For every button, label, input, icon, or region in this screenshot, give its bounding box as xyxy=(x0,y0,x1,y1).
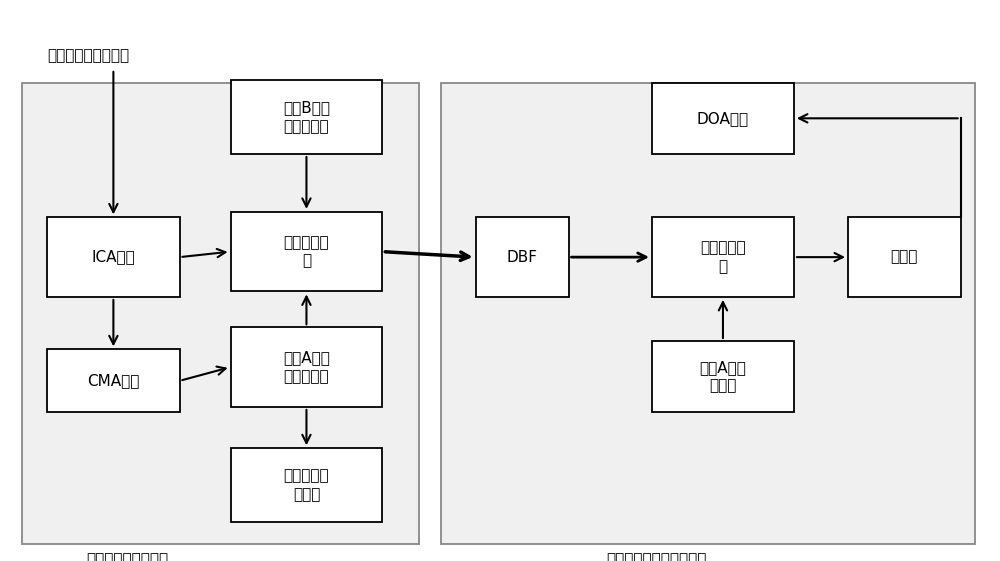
Bar xyxy=(47,217,180,297)
Text: 干扰信号对
消: 干扰信号对 消 xyxy=(284,235,329,268)
Text: 接收机通信处理部分: 接收机通信处理部分 xyxy=(87,553,169,561)
Text: CMA处理: CMA处理 xyxy=(87,373,140,388)
Text: DBF: DBF xyxy=(507,250,538,265)
Bar xyxy=(476,217,569,297)
Bar xyxy=(441,82,975,544)
Bar xyxy=(230,80,382,154)
Bar xyxy=(230,448,382,522)
Text: DOA估计: DOA估计 xyxy=(697,111,749,126)
Bar xyxy=(652,217,794,297)
Bar xyxy=(652,82,794,154)
Text: 系统A一体
化信号: 系统A一体 化信号 xyxy=(700,360,746,393)
Bar xyxy=(230,212,382,292)
Bar xyxy=(230,327,382,407)
Bar xyxy=(652,341,794,412)
Text: 时频二维相
关: 时频二维相 关 xyxy=(700,240,746,274)
Text: 通信信号解
调处理: 通信信号解 调处理 xyxy=(284,468,329,502)
Text: 系统A传输
一体化信号: 系统A传输 一体化信号 xyxy=(283,350,330,384)
Text: ICA分离: ICA分离 xyxy=(92,250,135,265)
Text: 接收机接收混合信号: 接收机接收混合信号 xyxy=(47,48,129,63)
Bar xyxy=(848,217,961,297)
Text: 接收机雷达探测处理部分: 接收机雷达探测处理部分 xyxy=(607,553,707,561)
Bar xyxy=(47,349,180,412)
Text: 恒虚警: 恒虚警 xyxy=(891,250,918,265)
Text: 系统B传输
一体化信号: 系统B传输 一体化信号 xyxy=(283,100,330,134)
Bar xyxy=(22,82,419,544)
